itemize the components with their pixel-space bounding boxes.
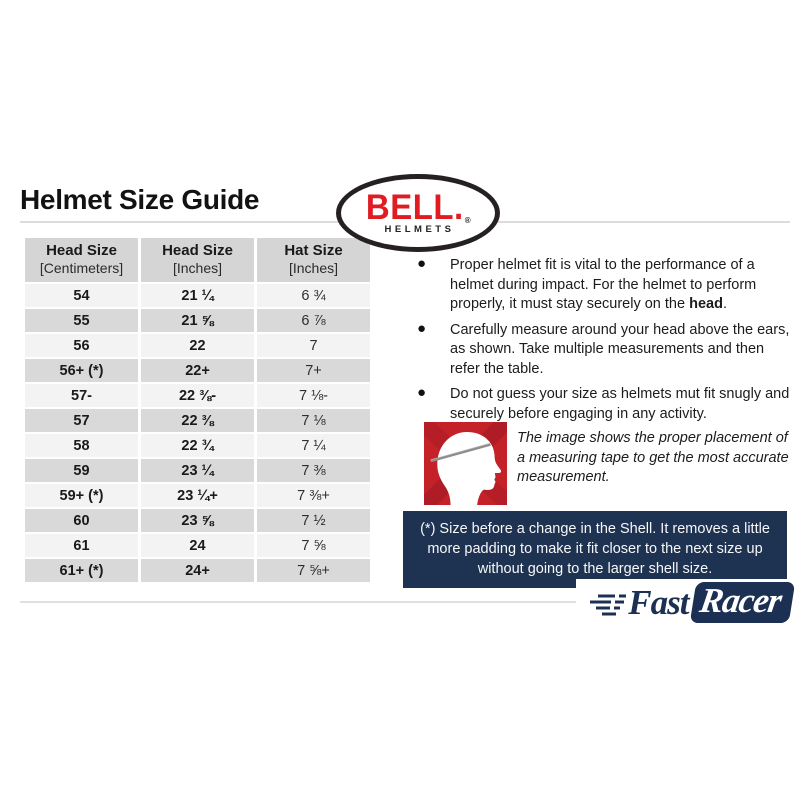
shell-size-note: (*) Size before a change in the Shell. I… (403, 511, 787, 588)
list-item: ● Do not guess your size as helmets mut f… (400, 384, 796, 424)
hat-in-cell: 7 ⅜ (257, 459, 370, 482)
registered-trademark-icon: ® (464, 215, 472, 226)
bullet-icon: ● (417, 319, 427, 337)
header-title: Head Size (46, 242, 117, 259)
list-item: ● Carefully measure around your head abov… (400, 319, 796, 380)
head-cm-cell: 54 (25, 284, 138, 307)
page-title: Helmet Size Guide (20, 184, 260, 215)
bullet-text: Proper helmet fit is vital to the perfor… (450, 257, 757, 312)
header-head-size-cm: Head Size [Centimeters] (25, 238, 138, 282)
header-title: Head Size (162, 242, 233, 259)
fit-instructions-list: ● Proper helmet fit is vital to the perfo… (400, 255, 796, 430)
hat-in-cell: 7 ⅛- (257, 384, 370, 407)
hat-in-cell: 7 ⅝+ (257, 559, 370, 582)
bullet-text: Carefully measure around your head above… (450, 321, 790, 377)
fast-wordmark: Fast (628, 582, 689, 622)
hat-in-cell: 7 ⅛ (257, 409, 370, 432)
hat-in-cell: 7 ½ (257, 509, 370, 532)
bullet-text: Do not guess your size as helmets mut fi… (450, 386, 790, 422)
head-in-cell: 24 (141, 534, 254, 557)
head-in-cell: 22 (141, 334, 254, 357)
head-cm-cell: 59+ (*) (25, 484, 138, 507)
bell-helmets-subtext: HELMETS (384, 224, 455, 236)
table-row: 56 22 7 (25, 334, 370, 357)
bullet-text-bold: head (689, 296, 723, 312)
table-row: 61 24 7 ⅝ (25, 534, 370, 557)
hat-in-cell: 7 ¼ (257, 434, 370, 457)
figure-caption: The image shows the proper placement of … (517, 430, 789, 485)
hat-in-cell: 7+ (257, 359, 370, 382)
head-cm-cell: 57- (25, 384, 138, 407)
head-cm-cell: 58 (25, 434, 138, 457)
bullet-icon: ● (417, 384, 427, 401)
bell-brand-text: BELL.® (366, 189, 471, 225)
header-unit: [Centimeters] (39, 260, 124, 276)
head-cm-cell: 57 (25, 409, 138, 432)
measuring-head-icon (424, 422, 507, 505)
head-cm-cell: 56 (25, 334, 138, 357)
bell-helmets-logo: BELL.® HELMETS (336, 174, 500, 252)
hat-in-cell: 7 (257, 334, 370, 357)
head-cm-cell: 60 (25, 509, 138, 532)
head-cm-cell: 59 (25, 459, 138, 482)
table-row: 56+ (*) 22+ 7+ (25, 359, 370, 382)
header-unit: [Inches] (288, 260, 339, 276)
table-row: 57- 22 ⅜- 7 ⅛- (25, 384, 370, 407)
head-in-cell: 22 ¾ (141, 434, 254, 457)
head-cm-cell: 56+ (*) (25, 359, 138, 382)
table-row: 61+ (*) 24+ 7 ⅝+ (25, 559, 370, 582)
bell-wordmark: BELL. (365, 186, 464, 227)
head-cm-cell: 61 (25, 534, 138, 557)
head-cm-cell: 61+ (*) (25, 559, 138, 582)
bullet-text: . (722, 296, 727, 312)
head-in-cell: 22+ (141, 359, 254, 382)
fastracer-logo: Fast Racer (576, 579, 796, 625)
racer-wordmark: Racer (697, 580, 785, 620)
bottom-divider (20, 601, 790, 603)
head-silhouette (437, 431, 502, 505)
hat-in-cell: 7 ⅝ (257, 534, 370, 557)
bullet-icon: ● (417, 255, 427, 272)
table-header-row: Head Size [Centimeters] Head Size [Inche… (25, 238, 370, 282)
head-cm-cell: 55 (25, 309, 138, 332)
hat-in-cell: 7 ⅜+ (257, 484, 370, 507)
measuring-tape-line (430, 443, 491, 463)
head-in-cell: 23 ¼ (141, 459, 254, 482)
list-item: ● Proper helmet fit is vital to the perfo… (400, 255, 796, 315)
head-in-cell: 22 ⅜ (141, 409, 254, 432)
head-in-cell: 22 ⅜- (141, 384, 254, 407)
size-table: Head Size [Centimeters] Head Size [Inche… (22, 236, 373, 584)
head-in-cell: 21 ¼ (141, 284, 254, 307)
head-in-cell: 23 ⅝ (141, 509, 254, 532)
table-row: 59+ (*) 23 ¼+ 7 ⅜+ (25, 484, 370, 507)
header-unit: [Inches] (172, 260, 223, 276)
hat-in-cell: 6 ⅞ (257, 309, 370, 332)
header-title: Hat Size (284, 242, 343, 259)
speed-lines-icon (590, 594, 627, 616)
head-in-cell: 23 ¼+ (141, 484, 254, 507)
header-head-size-in: Head Size [Inches] (141, 238, 254, 282)
head-in-cell: 24+ (141, 559, 254, 582)
header-hat-size-in: Hat Size [Inches] (257, 238, 370, 282)
hat-in-cell: 6 ¾ (257, 284, 370, 307)
head-in-cell: 21 ⅝ (141, 309, 254, 332)
racer-wordmark-box: Racer (690, 580, 796, 623)
